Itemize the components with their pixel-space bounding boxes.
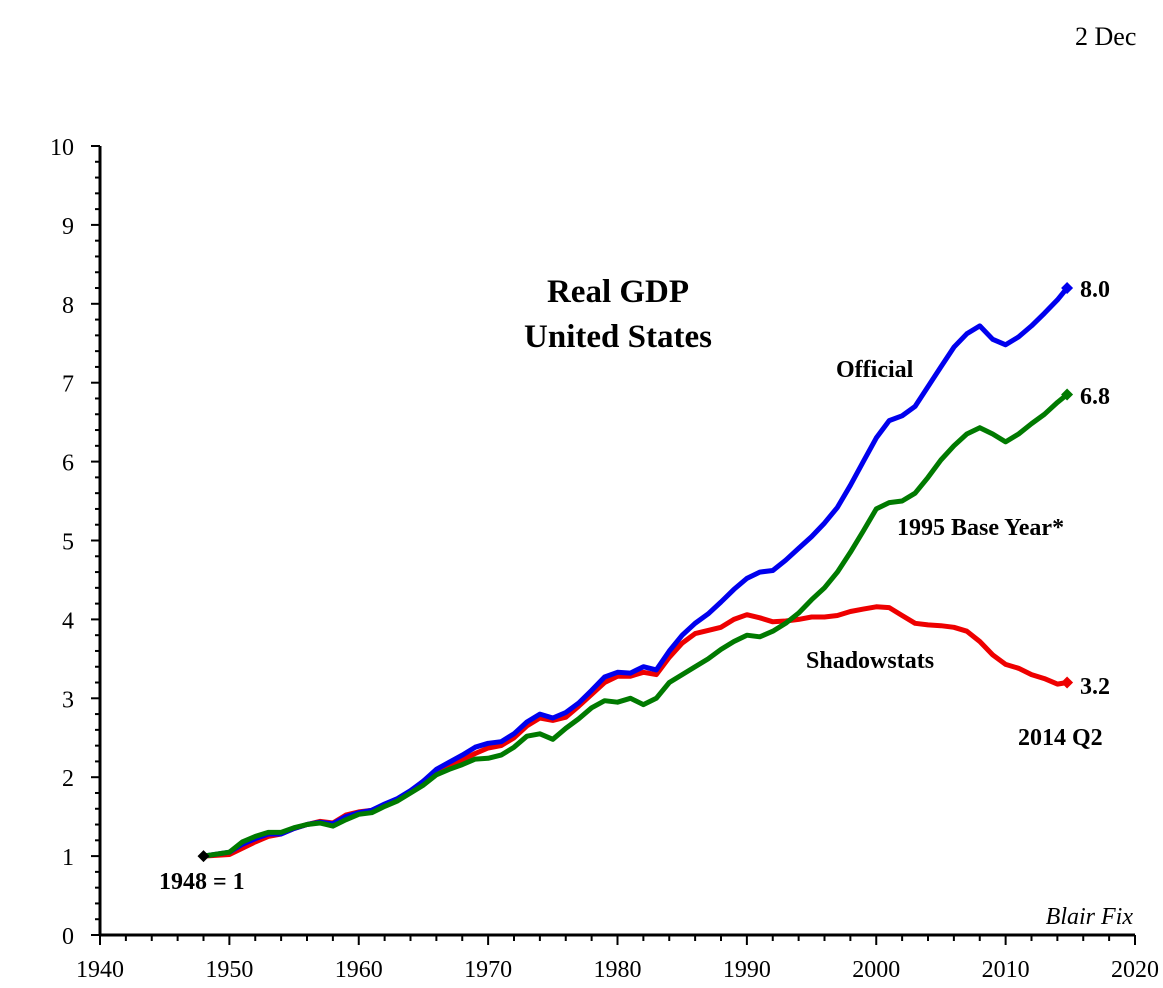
shadowstats-series-label: Shadowstats bbox=[806, 648, 934, 674]
x-tick-label: 2010 bbox=[982, 957, 1030, 983]
official-series-label: Official bbox=[836, 357, 914, 383]
y-axis-ticks: 0 1 2 3 4 5 6 7 8 9 10 bbox=[50, 135, 100, 950]
series-line-official bbox=[201, 285, 1070, 859]
page-header-text: 2 Dec bbox=[1075, 22, 1137, 51]
series-line-1995-base-year bbox=[201, 392, 1070, 859]
y-tick-label: 9 bbox=[62, 214, 74, 240]
x-tick-label: 2000 bbox=[852, 957, 900, 983]
end-marker-1995-base-year bbox=[1061, 388, 1074, 401]
x-tick-label: 1990 bbox=[723, 957, 771, 983]
y-tick-label: 6 bbox=[62, 451, 74, 477]
x-tick-label: 1980 bbox=[594, 957, 642, 983]
x-tick-label: 1970 bbox=[464, 957, 512, 983]
series-line-shadowstats bbox=[201, 604, 1070, 859]
base-year-series-label: 1995 Base Year* bbox=[897, 515, 1064, 541]
x-tick-label: 1960 bbox=[335, 957, 383, 983]
author-credit: Blair Fix bbox=[1046, 904, 1134, 930]
y-tick-label: 4 bbox=[62, 608, 74, 634]
y-tick-label: 0 bbox=[62, 924, 74, 950]
base-year-end-value: 6.8 bbox=[1080, 384, 1110, 410]
x-tick-label: 1950 bbox=[205, 957, 253, 983]
y-tick-label: 1 bbox=[62, 845, 74, 871]
chart-title-line-2: United States bbox=[524, 319, 712, 355]
shadowstats-end-value: 3.2 bbox=[1080, 674, 1110, 700]
x-axis-ticks: 1940 1950 1960 1970 1980 1990 2000 2010 2020 bbox=[76, 935, 1159, 983]
end-marker-shadowstats bbox=[1061, 676, 1074, 689]
series-layer bbox=[201, 285, 1070, 859]
chart-axes bbox=[98, 146, 1135, 937]
y-tick-label: 2 bbox=[62, 766, 74, 792]
base-point-label: 1948 = 1 bbox=[159, 869, 245, 895]
end-date-label: 2014 Q2 bbox=[1018, 725, 1103, 751]
markers-layer bbox=[197, 282, 1074, 863]
y-tick-label: 10 bbox=[50, 135, 74, 161]
official-end-value: 8.0 bbox=[1080, 277, 1110, 303]
y-tick-label: 3 bbox=[62, 687, 74, 713]
x-tick-label: 1940 bbox=[76, 957, 124, 983]
x-tick-label: 2020 bbox=[1111, 957, 1159, 983]
y-tick-label: 7 bbox=[62, 372, 74, 398]
y-tick-label: 8 bbox=[62, 293, 74, 319]
end-marker-official bbox=[1061, 282, 1074, 295]
y-tick-label: 5 bbox=[62, 530, 74, 556]
base-point-marker bbox=[197, 850, 210, 863]
chart-title-line-1: Real GDP bbox=[547, 274, 689, 310]
